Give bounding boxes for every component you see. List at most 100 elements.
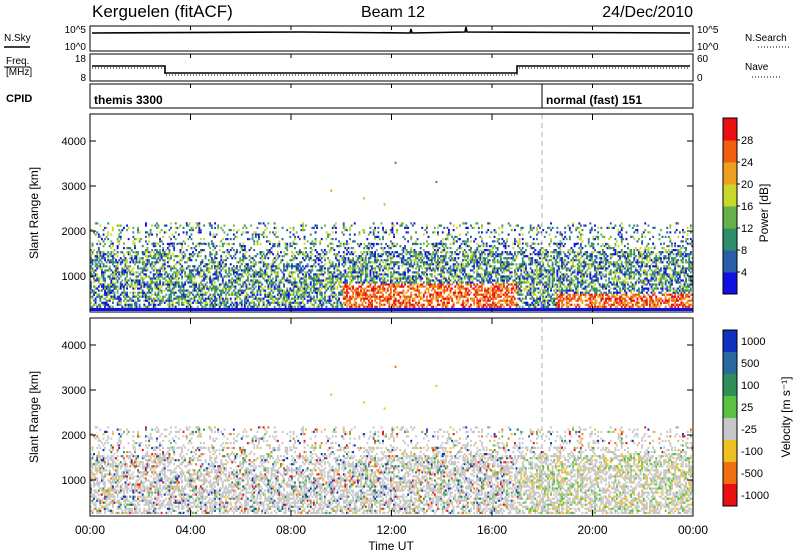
data-cell: [281, 291, 284, 294]
data-cell: [372, 271, 375, 274]
data-cell: [499, 283, 502, 286]
data-cell: [440, 273, 443, 276]
data-cell: [118, 229, 121, 232]
data-cell: [380, 295, 383, 298]
data-cell: [276, 303, 279, 306]
data-cell: [435, 267, 438, 270]
data-cell: [281, 281, 284, 284]
data-cell: [283, 293, 285, 296]
data-cell: [421, 285, 424, 288]
data-cell: [97, 261, 100, 264]
data-cell: [361, 287, 364, 290]
data-cell: [107, 222, 110, 225]
data-cell: [163, 265, 166, 268]
data-cell: [382, 289, 384, 292]
data-cell: [396, 279, 399, 282]
data-cell: [188, 257, 191, 260]
data-cell: [416, 263, 419, 266]
data-cell: [159, 295, 161, 298]
data-cell: [231, 305, 234, 308]
data-cell: [212, 293, 215, 296]
data-cell: [218, 289, 221, 292]
data-cell: [330, 247, 333, 250]
data-cell: [305, 277, 307, 280]
data-cell: [309, 301, 312, 304]
data-cell: [317, 275, 320, 278]
data-cell: [234, 269, 237, 272]
data-cell: [292, 285, 295, 288]
data-cell: [261, 299, 264, 302]
data-cell: [283, 295, 285, 298]
data-cell: [437, 263, 439, 266]
data-cell: [215, 233, 218, 236]
data-cell: [314, 299, 317, 302]
data-cell: [214, 247, 216, 250]
data-cell: [118, 277, 121, 280]
data-cell: [223, 301, 226, 304]
data-cell: [177, 255, 180, 258]
data-cell: [276, 293, 279, 296]
data-cell: [303, 305, 306, 308]
data-cell: [163, 289, 166, 292]
data-cell: [314, 242, 317, 246]
data-cell: [372, 231, 375, 234]
data-cell: [404, 277, 406, 280]
data-cell: [93, 249, 95, 252]
data-cell: [298, 251, 301, 254]
data-cell: [454, 275, 457, 278]
data-cell: [231, 269, 234, 272]
data-cell: [291, 271, 293, 274]
data-cell: [286, 267, 289, 270]
data-cell: [113, 249, 116, 252]
data-cell: [342, 226, 345, 229]
data-cell: [137, 297, 139, 300]
data-cell: [309, 257, 312, 260]
data-cell: [220, 301, 223, 304]
data-cell: [358, 293, 361, 296]
data-cell: [352, 263, 355, 266]
data-cell: [258, 301, 260, 304]
data-cell: [391, 283, 394, 286]
data-cell: [190, 226, 193, 229]
data-cell: [218, 295, 221, 298]
data-cell: [317, 305, 320, 308]
data-cell: [364, 251, 367, 254]
data-cell: [115, 277, 117, 280]
data-cell: [198, 301, 201, 304]
data-cell: [426, 305, 428, 308]
data-cell: [440, 251, 443, 254]
data-cell: [199, 263, 202, 266]
data-cell: [135, 295, 138, 298]
data-cell: [482, 257, 485, 260]
data-cell: [182, 255, 185, 258]
data-cell: [248, 295, 251, 298]
data-cell: [380, 253, 383, 256]
data-cell: [207, 287, 210, 290]
data-cell: [424, 261, 427, 264]
data-cell: [328, 261, 331, 264]
data-cell: [349, 259, 351, 262]
data-cell: [452, 259, 455, 262]
data-cell: [294, 299, 296, 302]
data-cell: [132, 261, 135, 264]
data-cell: [96, 279, 99, 282]
data-cell: [107, 238, 110, 241]
data-cell: [245, 257, 248, 260]
data-cell: [214, 271, 216, 274]
data-cell: [476, 301, 479, 304]
data-cell: [108, 275, 111, 278]
data-cell: [116, 303, 119, 306]
data-cell: [159, 287, 161, 290]
data-cell: [166, 253, 169, 256]
data-cell: [418, 305, 421, 308]
data-cell: [490, 289, 493, 292]
data-cell: [501, 242, 504, 245]
data-cell: [465, 287, 468, 290]
data-cell: [134, 291, 136, 294]
data-cell: [284, 293, 287, 296]
data-cell: [240, 289, 243, 292]
data-cell: [196, 273, 199, 276]
data-cell: [440, 293, 443, 296]
data-cell: [206, 285, 209, 288]
data-cell: [503, 275, 505, 278]
